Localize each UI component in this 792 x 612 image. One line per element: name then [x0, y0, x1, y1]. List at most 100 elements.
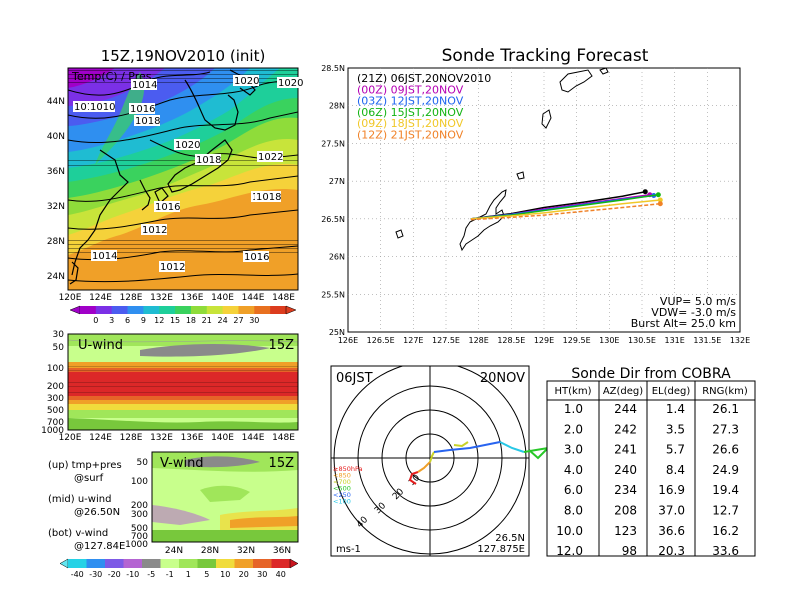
wind-colorbar-label: -10 [126, 570, 139, 579]
temp-colorbar: 0 3 6 9 12 15 18 21 24 27 30 [69, 305, 297, 325]
svg-text:(mid) u-wind: (mid) u-wind [48, 494, 111, 505]
colorbar-label: 21 [202, 316, 212, 325]
wind-colorbar-label: 5 [204, 570, 209, 579]
u-wind-field [68, 334, 298, 430]
v-wind-title: V-wind [160, 456, 204, 471]
polar-pos-lon: 127.875E [477, 544, 525, 555]
svg-text:@26.50N: @26.50N [74, 507, 120, 518]
u-lon-label: 124E [89, 433, 112, 443]
v-wind-field [152, 452, 298, 542]
pressure-label-bg [134, 115, 160, 126]
colorbar-label: 30 [249, 316, 259, 325]
u-lon-label: 128E [120, 433, 143, 443]
pressure-label-text: 1014 [132, 80, 157, 91]
wind-colorbar-swatch [271, 559, 291, 568]
altitude-legend-item: <500 [333, 485, 351, 493]
lon-tick-label: 124E [89, 293, 112, 303]
pressure-label-bg [91, 250, 117, 261]
u-level-label: 50 [53, 343, 65, 353]
left-lon-ticks: 120E 124E 128E 132E 136E 140E 144E 148E [59, 293, 296, 303]
pressure-label: 1016 [154, 201, 180, 213]
track-end-point [655, 192, 661, 198]
u-lon-label: 132E [150, 433, 173, 443]
track-legend-item: (00Z) 09JST,20NOV [357, 83, 464, 96]
pressure-label-bg [174, 139, 200, 150]
table-header-cell: AZ(deg) [603, 386, 643, 397]
colorbar-label: 15 [170, 316, 180, 325]
table-cell: 98 [622, 544, 637, 558]
lon-tick-label: 148E [272, 293, 295, 303]
table-cell: 20.3 [658, 544, 685, 558]
altitude-legend-item: <250 [333, 491, 351, 499]
table-title: Sonde Dir from COBRA [571, 366, 731, 382]
track-lat-label: 27.5N [321, 139, 345, 148]
pressure-label-text: 1020 [278, 78, 303, 89]
lon-tick-label: 120E [59, 293, 82, 303]
v-lat-label: 36N [273, 546, 291, 556]
track-legend-item: (03Z) 12JST,20NOV [357, 95, 464, 108]
lat-tick-label: 44N [47, 97, 65, 107]
pressure-label-text: 1020 [175, 140, 200, 151]
colorbar-swatch [111, 306, 129, 314]
lon-tick-label: 128E [120, 293, 143, 303]
polar-unit: ms-1 [336, 544, 361, 555]
u-lon-label: 140E [211, 433, 234, 443]
polar-date: 20NOV [480, 371, 525, 386]
colorbar-swatch [190, 306, 208, 314]
track-lon-label: 128E [469, 336, 489, 345]
v-level-label: 500 [131, 524, 148, 534]
pressure-label: 1012 [141, 224, 167, 236]
pressure-label-text: 1016 [130, 104, 155, 115]
polar-altitude-legend: ≥850hPa<850<700<500<250<100 [333, 465, 363, 506]
colorbar-swatch [127, 306, 144, 314]
table-cell: 24.9 [712, 463, 739, 477]
wind-colorbar-swatch [68, 559, 87, 568]
track-line [470, 203, 661, 221]
table-cell: 244 [614, 402, 637, 416]
table-cell: 37.0 [658, 504, 685, 518]
u-wind-time: 15Z [269, 338, 295, 353]
svg-text:@127.84E: @127.84E [74, 541, 125, 552]
polar-rings [331, 366, 529, 556]
colorbar-arrow-right [285, 305, 297, 315]
wind-colorbar-label: 10 [220, 570, 230, 579]
table-cell: 26.6 [712, 443, 739, 457]
u-lon-label: 144E [242, 433, 265, 443]
u-wind-lon-ticks: 120E 124E 128E 132E 136E 140E 144E 148E [59, 433, 296, 443]
pressure-label-text: 1018 [196, 155, 221, 166]
track-legend-item: (09Z) 18JST,20NOV [357, 117, 464, 130]
pressure-label-text: 1010 [90, 102, 115, 113]
table-cell: 33.6 [712, 544, 739, 558]
wind-colorbar-swatch [234, 559, 254, 568]
track-lat-label: 25.5N [321, 290, 345, 299]
wind-colorbar-label: 30 [257, 570, 267, 579]
v-level-label: 700 [131, 532, 148, 542]
table-cell: 3.0 [564, 443, 583, 457]
table-grid [547, 381, 755, 556]
wind-colorbar-swatch [253, 559, 272, 568]
altitude-legend-item: <700 [333, 478, 351, 486]
table-cell: 19.4 [712, 483, 739, 497]
track-lon-label: 131E [665, 336, 685, 345]
table-cell: 36.6 [658, 524, 685, 538]
colorbar-swatch [159, 306, 176, 314]
pressure-label-text: 1012 [160, 262, 185, 273]
table-cell: 2.0 [564, 422, 583, 436]
lon-tick-label: 132E [150, 293, 173, 303]
table-cell: 242 [614, 422, 637, 436]
wind-colorbar-swatch [142, 559, 161, 568]
hodograph [408, 441, 551, 485]
track-lat-label: 28N [329, 102, 345, 111]
lon-tick-label: 136E [181, 293, 204, 303]
pressure-labels: 1014101610101018102010181018101610121020… [73, 75, 303, 273]
v-level-label: 50 [137, 458, 149, 468]
colorbar-swatch [270, 306, 287, 314]
colorbar-label: 0 [93, 316, 98, 325]
lat-tick-label: 28N [47, 237, 65, 247]
wind-colorbar-swatch [197, 559, 217, 568]
track-end-point [657, 201, 663, 207]
pressure-label-bg [277, 77, 303, 88]
pressure-label-bg [89, 101, 115, 112]
table-cell: 240 [614, 463, 637, 477]
